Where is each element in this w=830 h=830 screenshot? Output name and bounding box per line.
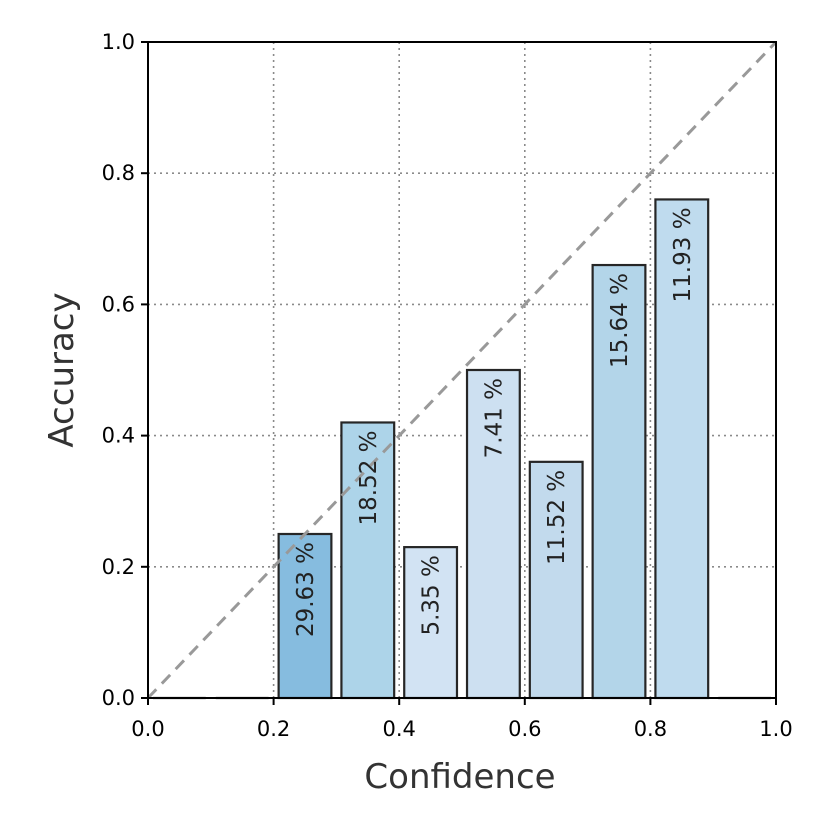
y-axis-title: Accuracy (42, 292, 82, 447)
reference-diagonal (146, 40, 778, 700)
y-tick-label: 0.2 (102, 555, 135, 579)
axis-ticks: 0.0 0.2 0.4 0.6 0.8 1.0 0.0 0.2 0.4 0.6 0.8 1.0 (102, 30, 793, 741)
y-tick-label: 0.8 (102, 161, 135, 185)
bar-label-8: 11.93 % (670, 207, 696, 302)
x-tick-label: 0.0 (131, 717, 164, 741)
y-tick-label: 1.0 (102, 30, 135, 54)
bar-label-2: 29.63 % (293, 542, 319, 637)
x-tick-label: 0.2 (257, 717, 290, 741)
bar-label-6: 11.52 % (544, 470, 570, 565)
y-tick-label: 0.0 (102, 686, 135, 710)
x-tick-label: 0.8 (634, 717, 667, 741)
bar-7 (591, 263, 647, 700)
bar-3 (340, 421, 396, 700)
bar-label-5: 7.41 % (481, 378, 507, 458)
bar-labels: 29.63 % 18.52 % 5.35 % 7.41 % 11.52 % 15.64 %… (293, 207, 696, 637)
bar-label-7: 15.64 % (607, 273, 633, 368)
x-tick-label: 1.0 (759, 717, 792, 741)
x-tick-label: 0.6 (508, 717, 541, 741)
bar-8 (654, 198, 710, 700)
bar-label-4: 5.35 % (419, 555, 445, 635)
y-tick-label: 0.4 (102, 424, 135, 448)
x-tick-label: 0.4 (382, 717, 415, 741)
x-axis-title: Confidence (364, 757, 555, 797)
plot-frame (147, 41, 777, 699)
bar-label-3: 18.52 % (356, 430, 382, 525)
y-tick-label: 0.6 (102, 292, 135, 316)
diagonal-line (146, 40, 778, 700)
bars (153, 198, 771, 700)
